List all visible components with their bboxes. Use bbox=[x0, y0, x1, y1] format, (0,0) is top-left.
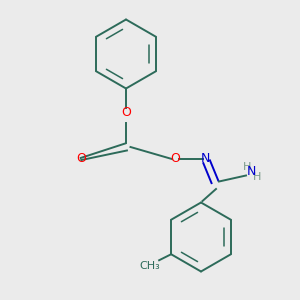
Text: H: H bbox=[243, 161, 252, 172]
Text: N: N bbox=[201, 152, 210, 166]
Text: H: H bbox=[253, 172, 262, 182]
Text: N: N bbox=[247, 165, 256, 178]
Text: O: O bbox=[76, 152, 86, 166]
Text: O: O bbox=[171, 152, 180, 166]
Text: O: O bbox=[121, 106, 131, 119]
Text: CH₃: CH₃ bbox=[140, 261, 160, 271]
